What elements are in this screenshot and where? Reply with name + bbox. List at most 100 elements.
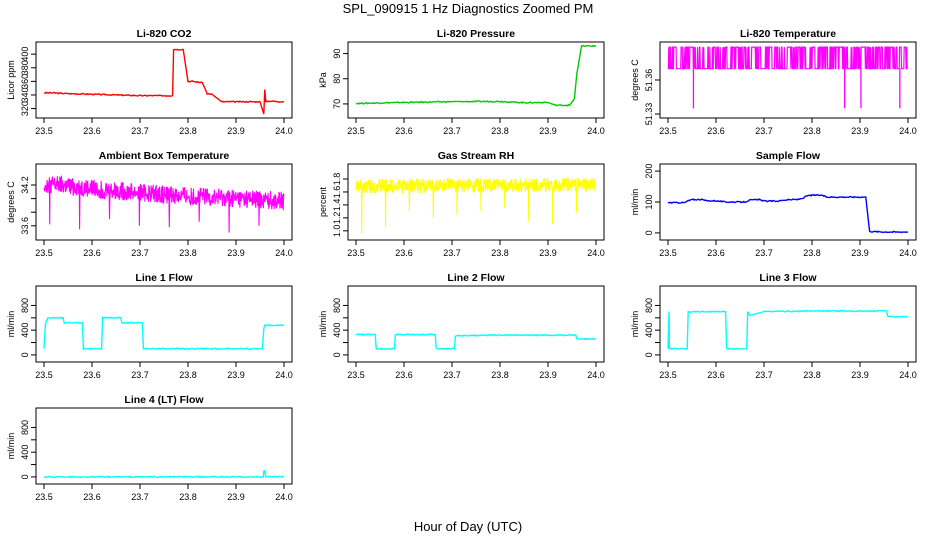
panel-title: Line 3 Flow (759, 272, 817, 284)
x-tick-label: 23.6 (83, 370, 101, 380)
panel-title: Ambient Box Temperature (99, 150, 230, 162)
x-tick-label: 23.9 (851, 126, 869, 136)
y-axis-label: percent (318, 186, 328, 217)
chart-panel-9: Line 3 Flow 23.5 23.6 23.7 23.8 23.9 24.0 0 400 8… (630, 272, 917, 380)
data-layer (667, 309, 909, 351)
plot-frame (35, 163, 293, 241)
x-tick-label: 24.0 (899, 126, 917, 136)
data-layer (43, 174, 285, 233)
x-tick-label: 23.8 (803, 248, 821, 258)
y-tick-label: 0 (644, 352, 654, 357)
plot-frame (347, 41, 605, 119)
x-tick-label: 23.6 (83, 126, 101, 136)
y-tick-label: 1.4 (332, 199, 342, 212)
y-axis-label: ml/min (630, 311, 640, 338)
y-axis-label: Licor ppm (6, 60, 16, 100)
x-tick-label: 23.5 (35, 370, 53, 380)
x-tick-label: 23.5 (659, 248, 677, 258)
y-tick-label: 34.2 (20, 176, 30, 194)
data-layer (43, 316, 285, 351)
x-tick-label: 23.7 (755, 126, 773, 136)
y-tick-label: 100 (644, 194, 654, 209)
y-tick-label: 0 (20, 352, 30, 357)
chart-panel-2: Li-820 Pressure 23.5 23.6 23.7 23.8 23.9 24.0 7… (318, 28, 605, 136)
y-tick-label: 800 (332, 298, 342, 313)
plot-frame (347, 163, 605, 241)
chart-panel-3: Li-820 Temperature 23.5 23.6 23.7 23.8 23.9 24… (630, 28, 917, 136)
x-tick-label: 23.9 (539, 126, 557, 136)
y-tick-label: 800 (644, 298, 654, 313)
panel-title: Line 4 (LT) Flow (124, 394, 204, 406)
x-tick-label: 23.9 (227, 492, 245, 502)
x-tick-label: 23.7 (131, 492, 149, 502)
y-tick-label: 70 (332, 99, 342, 109)
x-tick-label: 23.9 (227, 126, 245, 136)
chart-panel-4: Ambient Box Temperature 23.5 23.6 23.7 23.8 2… (6, 150, 293, 258)
x-tick-label: 23.8 (491, 126, 509, 136)
x-tick-label: 23.8 (803, 370, 821, 380)
figure-xlabel: Hour of Day (UTC) (414, 519, 522, 534)
y-axis-label: ml/min (318, 311, 328, 338)
x-tick-label: 23.7 (131, 248, 149, 258)
y-tick-label: 90 (332, 49, 342, 59)
x-tick-label: 23.7 (131, 126, 149, 136)
x-tick-label: 23.5 (35, 126, 53, 136)
series-line (43, 316, 285, 351)
x-tick-label: 23.7 (443, 370, 461, 380)
x-tick-label: 23.8 (803, 126, 821, 136)
chart-panel-6: Sample Flow 23.5 23.6 23.7 23.8 23.9 24.0 0 100 2… (630, 150, 917, 258)
x-tick-label: 23.5 (659, 126, 677, 136)
x-tick-label: 24.0 (587, 248, 605, 258)
x-tick-label: 23.6 (707, 370, 725, 380)
x-tick-label: 23.8 (491, 248, 509, 258)
y-tick-label: 51.33 (644, 103, 654, 126)
y-tick-label: 200 (644, 164, 654, 179)
x-tick-label: 23.7 (443, 248, 461, 258)
y-axis-label: ml/min (6, 433, 16, 460)
x-tick-label: 24.0 (275, 126, 293, 136)
x-tick-label: 23.9 (539, 370, 557, 380)
y-tick-label: 800 (20, 298, 30, 313)
panel-title: Line 2 Flow (447, 272, 505, 284)
panel-title: Gas Stream RH (438, 150, 514, 162)
chart-panel-7: Line 1 Flow 23.5 23.6 23.7 23.8 23.9 24.0 0 400 8… (6, 272, 293, 380)
y-axis-label: kPa (318, 72, 328, 88)
x-tick-label: 23.7 (443, 126, 461, 136)
y-axis-label: degrees C (6, 181, 16, 223)
data-layer (355, 333, 597, 351)
y-tick-label: 0 (20, 474, 30, 479)
chart-panels: Li-820 CO2 23.5 23.6 23.7 23.8 23.9 24.0 320340… (6, 28, 917, 502)
x-tick-label: 23.8 (179, 126, 197, 136)
y-tick-label: 0 (332, 352, 342, 357)
data-layer (667, 193, 909, 234)
series-line (667, 193, 909, 234)
x-tick-label: 23.9 (227, 370, 245, 380)
chart-panel-1: Li-820 CO2 23.5 23.6 23.7 23.8 23.9 24.0 320340… (6, 28, 293, 136)
plot-frame (659, 163, 917, 241)
x-tick-label: 23.7 (131, 370, 149, 380)
x-tick-label: 23.6 (395, 370, 413, 380)
plot-frame (659, 285, 917, 363)
y-tick-label: 1.2 (332, 212, 342, 225)
x-tick-label: 24.0 (275, 248, 293, 258)
chart-panel-10: Line 4 (LT) Flow 23.5 23.6 23.7 23.8 23.9 24.0… (6, 394, 293, 502)
x-tick-label: 23.7 (755, 370, 773, 380)
x-tick-label: 23.5 (347, 248, 365, 258)
plot-frame (35, 285, 293, 363)
y-axis-label: degrees C (630, 59, 640, 101)
x-tick-label: 23.8 (179, 370, 197, 380)
y-tick-label: 1.8 (332, 173, 342, 186)
panel-title: Li-820 Temperature (740, 28, 836, 40)
x-tick-label: 23.7 (755, 248, 773, 258)
y-tick-label: 51.36 (644, 69, 654, 92)
y-tick-label: 400 (332, 323, 342, 338)
y-tick-label: 400 (20, 47, 30, 62)
x-tick-label: 23.9 (851, 248, 869, 258)
panel-title: Line 1 Flow (135, 272, 193, 284)
y-tick-label: 33.6 (20, 217, 30, 235)
x-tick-label: 23.6 (83, 492, 101, 502)
series-line (43, 174, 285, 233)
panel-title: Sample Flow (756, 150, 821, 162)
x-tick-label: 24.0 (275, 370, 293, 380)
